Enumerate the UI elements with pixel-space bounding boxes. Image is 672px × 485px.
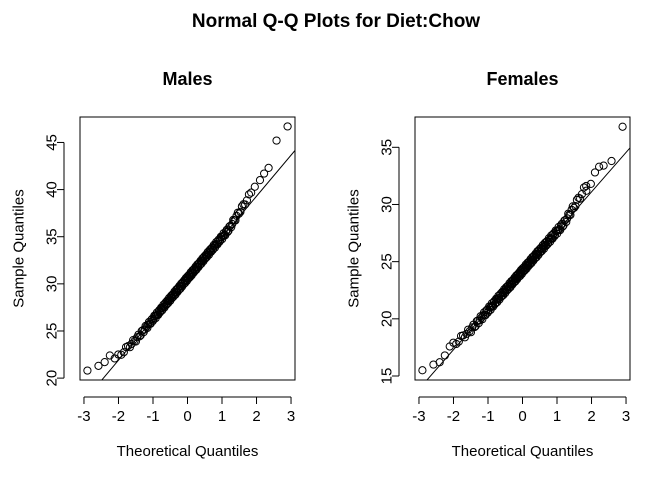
panel-title-males: Males — [162, 69, 212, 89]
x-tick-label-females: -2 — [447, 408, 460, 425]
qq-point-males — [83, 366, 92, 375]
plot-box-females — [414, 116, 631, 381]
qq-point-females — [462, 329, 471, 338]
plot-box-males — [79, 116, 296, 381]
y-tick-label-females: 20 — [379, 310, 396, 327]
qq-point-females — [569, 203, 579, 212]
qq-point-females — [571, 201, 580, 211]
x-tick-label-females: -3 — [412, 408, 425, 425]
qq-point-females — [440, 351, 449, 360]
panel-females: Females -3 -2 -1 0 1 2 3 15 20 25 30 35 Theoretical Q… — [346, 69, 631, 460]
qq-point-females — [435, 358, 444, 367]
qq-point-females — [418, 366, 427, 375]
y-axis-label-males: Sample Quantiles — [11, 189, 28, 307]
qq-point-males — [283, 122, 292, 131]
qq-point-males — [250, 182, 259, 191]
x-tick-label-males: -1 — [146, 408, 159, 425]
qq-point-females — [595, 162, 604, 171]
x-tick-label-males: -3 — [77, 408, 90, 425]
qq-point-males — [94, 361, 103, 370]
x-tick-label-males: 1 — [218, 408, 226, 425]
qq-point-males — [242, 196, 252, 205]
x-tick-label-females: 1 — [553, 408, 561, 425]
x-tick-label-females: 3 — [622, 408, 630, 425]
qq-point-females — [582, 181, 591, 191]
qq-point-females — [550, 230, 560, 239]
qq-point-females — [471, 322, 480, 331]
qq-point-males — [127, 339, 136, 349]
qq-point-females — [599, 161, 608, 170]
qq-point-females — [607, 156, 616, 166]
qq-point-females — [590, 168, 600, 177]
qq-point-females — [562, 217, 571, 227]
y-tick-label-females: 15 — [379, 368, 396, 385]
qq-point-females — [493, 297, 502, 307]
x-axis-label-females: Theoretical Quantiles — [452, 443, 594, 460]
qq-point-males — [236, 207, 245, 216]
qq-point-males — [227, 223, 236, 232]
qq-point-females — [568, 202, 577, 211]
panel-title-females: Females — [486, 69, 558, 89]
qq-point-males — [100, 357, 109, 367]
y-axis-label-females: Sample Quantiles — [346, 189, 363, 307]
qq-point-males — [119, 348, 128, 357]
qq-point-females — [618, 122, 627, 131]
y-tick-label-females: 25 — [379, 253, 396, 270]
qq-point-males — [234, 209, 244, 218]
qq-point-males — [255, 176, 265, 185]
qq-point-males — [247, 188, 256, 197]
qq-point-males — [146, 319, 155, 328]
qq-point-females — [579, 183, 589, 192]
y-tick-label-males: 25 — [44, 323, 61, 340]
panel-males: Males -3 -2 -1 0 1 2 3 20 25 30 35 40 45 Theoretical Q… — [11, 69, 296, 460]
y-tick-label-males: 35 — [44, 228, 61, 245]
y-tick-label-males: 30 — [44, 276, 61, 293]
qq-point-females — [566, 210, 575, 220]
x-tick-label-males: 2 — [252, 408, 260, 425]
qq-point-males — [260, 169, 269, 178]
qq-point-males — [272, 136, 281, 145]
qq-point-males — [114, 350, 123, 359]
x-tick-label-males: 0 — [183, 408, 191, 425]
x-tick-label-females: -1 — [481, 408, 494, 425]
qq-point-males — [264, 163, 273, 173]
qq-point-females — [454, 337, 463, 346]
qq-point-males — [241, 200, 250, 209]
qq-point-females — [549, 229, 558, 238]
y-tick-label-females: 30 — [379, 196, 396, 213]
x-tick-label-males: 3 — [287, 408, 295, 425]
qq-point-females — [576, 194, 585, 203]
y-tick-label-males: 20 — [44, 370, 61, 387]
qq-point-males — [231, 216, 240, 225]
y-tick-label-males: 45 — [44, 134, 61, 151]
qq-point-females — [481, 310, 490, 320]
qq-point-females — [452, 339, 461, 349]
qq-point-females — [586, 179, 595, 188]
x-tick-label-females: 0 — [518, 408, 526, 425]
x-tick-label-males: -2 — [112, 408, 125, 425]
x-tick-label-females: 2 — [587, 408, 595, 425]
qq-point-males — [117, 350, 126, 359]
qq-point-males — [244, 190, 254, 199]
figure-title: Normal Q-Q Plots for Diet:Chow — [192, 11, 480, 32]
y-tick-label-males: 40 — [44, 181, 61, 198]
x-axis-label-males: Theoretical Quantiles — [117, 443, 259, 460]
y-tick-label-females: 35 — [379, 139, 396, 156]
